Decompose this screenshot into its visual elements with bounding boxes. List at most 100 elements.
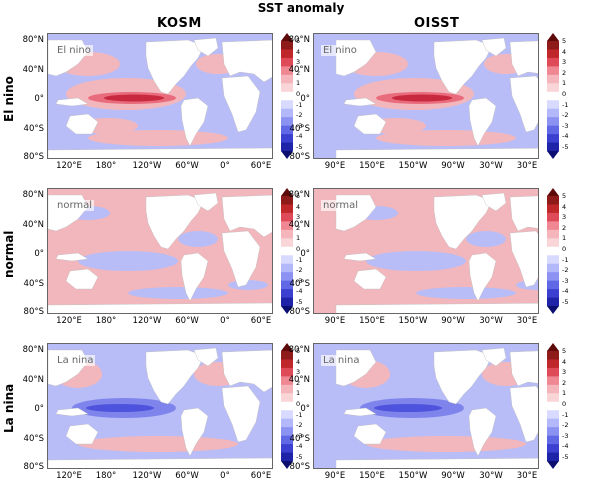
land-eurasia xyxy=(509,350,538,387)
latitude-tick-label: 80°S xyxy=(23,307,44,317)
latitude-tick-label: 80°S xyxy=(23,152,44,162)
anomaly-region xyxy=(366,251,466,271)
colorbar-swatch xyxy=(281,297,293,307)
longitude-tick-label: 150°W xyxy=(398,471,428,481)
colorbar-tick: -3 xyxy=(562,276,569,285)
longitude-tick-label: 30°W xyxy=(479,471,503,481)
colorbar-tick: 0 xyxy=(562,90,567,98)
longitude-tick-label: 120°E xyxy=(56,161,82,171)
anomaly-region xyxy=(416,287,516,299)
colorbar-top-arrow xyxy=(547,343,559,351)
colorbar-swatch xyxy=(547,435,559,445)
panel-label: La nina xyxy=(321,355,362,366)
column-title-kosm: KOSM xyxy=(157,16,202,31)
colorbar-tick: -2 xyxy=(562,421,569,430)
colorbar-swatch xyxy=(281,393,293,403)
latitude-tick-label: 80°S xyxy=(23,462,44,472)
colorbar-swatch xyxy=(547,376,559,386)
colorbar-swatch xyxy=(281,238,293,248)
colorbar-swatch xyxy=(547,100,559,109)
colorbar xyxy=(547,33,559,159)
colorbar-tick: 5 xyxy=(562,347,567,355)
latitude-tick-label: 0° xyxy=(300,404,310,414)
colorbar-swatch xyxy=(281,125,293,135)
figure-title: SST anomaly xyxy=(257,1,345,15)
land-greenland xyxy=(193,192,219,212)
longitude-tick-label: 90°W xyxy=(441,161,465,171)
latitude-tick-label: 40°S xyxy=(23,279,44,289)
colorbar-top-arrow xyxy=(281,188,293,196)
colorbar-top-arrow xyxy=(281,33,293,41)
colorbar-swatch xyxy=(547,212,559,222)
colorbar-tick: 2 xyxy=(562,378,567,387)
longitude-tick-label: 0° xyxy=(220,316,230,326)
longitude-tick-label: 180° xyxy=(95,316,117,326)
colorbar-tick: 5 xyxy=(562,192,567,200)
longitude-tick-label: 120°W xyxy=(132,471,162,481)
colorbar-tick: 2 xyxy=(296,378,301,387)
colorbar-tick: 1 xyxy=(296,234,301,243)
longitude-tick-label: 150°W xyxy=(398,161,428,171)
land-indonesia xyxy=(55,97,89,107)
land-indonesia xyxy=(343,97,377,107)
colorbar-tick: -5 xyxy=(296,298,303,306)
colorbar-swatch xyxy=(281,229,293,239)
latitude-tick-label: 40°N xyxy=(288,375,310,385)
colorbar-tick: 3 xyxy=(296,58,301,67)
land-indonesia xyxy=(343,407,377,417)
latitude-tick-label: 80°N xyxy=(22,345,44,355)
anomaly-region xyxy=(128,287,228,299)
longitude-tick-label: 90°E xyxy=(324,471,346,481)
colorbar-tick: 3 xyxy=(296,368,301,377)
colorbar-tick: 3 xyxy=(562,213,567,222)
latitude-tick-label: 80°N xyxy=(288,35,310,45)
colorbar-tick: -2 xyxy=(296,111,303,120)
colorbar-swatch xyxy=(281,83,293,93)
colorbar-tick: -3 xyxy=(296,121,303,130)
latitude-tick-label: 40°S xyxy=(289,124,310,134)
land-australia xyxy=(353,423,387,445)
colorbar-tick: 0 xyxy=(296,400,301,408)
anomaly-region xyxy=(466,231,506,247)
colorbar xyxy=(281,33,293,159)
colorbar-bottom-arrow xyxy=(547,306,559,314)
longitude-tick-label: 150°E xyxy=(359,161,385,171)
colorbar-swatch xyxy=(547,66,559,76)
colorbar-swatch xyxy=(281,280,293,290)
anomaly-region xyxy=(78,251,178,271)
latitude-tick-label: 80°N xyxy=(22,35,44,45)
longitude-tick-label: 60°E xyxy=(250,471,272,481)
latitude-tick-label: 40°S xyxy=(289,279,310,289)
colorbar-tick: 0 xyxy=(296,245,301,253)
colorbar-tick: 0 xyxy=(296,90,301,98)
anomaly-region xyxy=(86,404,154,412)
colorbar-swatch xyxy=(547,367,559,377)
colorbar-bottom-arrow xyxy=(281,306,293,314)
colorbar-swatch xyxy=(281,49,293,59)
longitude-tick-label: 30°E xyxy=(516,161,538,171)
colorbar-bottom-arrow xyxy=(547,151,559,159)
colorbar-swatch xyxy=(281,401,293,411)
longitude-tick-label: 0° xyxy=(220,471,230,481)
colorbar-swatch xyxy=(281,57,293,67)
colorbar-swatch xyxy=(281,100,293,109)
colorbar-swatch xyxy=(281,263,293,273)
colorbar-swatch xyxy=(281,376,293,386)
longitude-tick-label: 90°E xyxy=(324,161,346,171)
land-antarctica xyxy=(48,457,272,468)
colorbar-swatch xyxy=(547,74,559,84)
colorbar-swatch xyxy=(547,221,559,231)
map-panel-oisst-elnino: El nino xyxy=(313,33,539,159)
colorbar-tick: -1 xyxy=(296,410,303,419)
longitude-tick-label: 60°W xyxy=(175,161,199,171)
land-samerica xyxy=(468,97,497,147)
colorbar-swatch xyxy=(281,142,293,152)
colorbar-swatch xyxy=(281,289,293,298)
colorbar-swatch xyxy=(547,418,559,428)
colorbar-tick: -4 xyxy=(296,132,303,141)
colorbar-tick: -3 xyxy=(296,431,303,440)
latitude-tick-label: 40°N xyxy=(288,65,310,75)
land-greenland xyxy=(193,37,219,57)
longitude-tick-label: 120°E xyxy=(56,471,82,481)
colorbar-swatch xyxy=(281,204,293,214)
